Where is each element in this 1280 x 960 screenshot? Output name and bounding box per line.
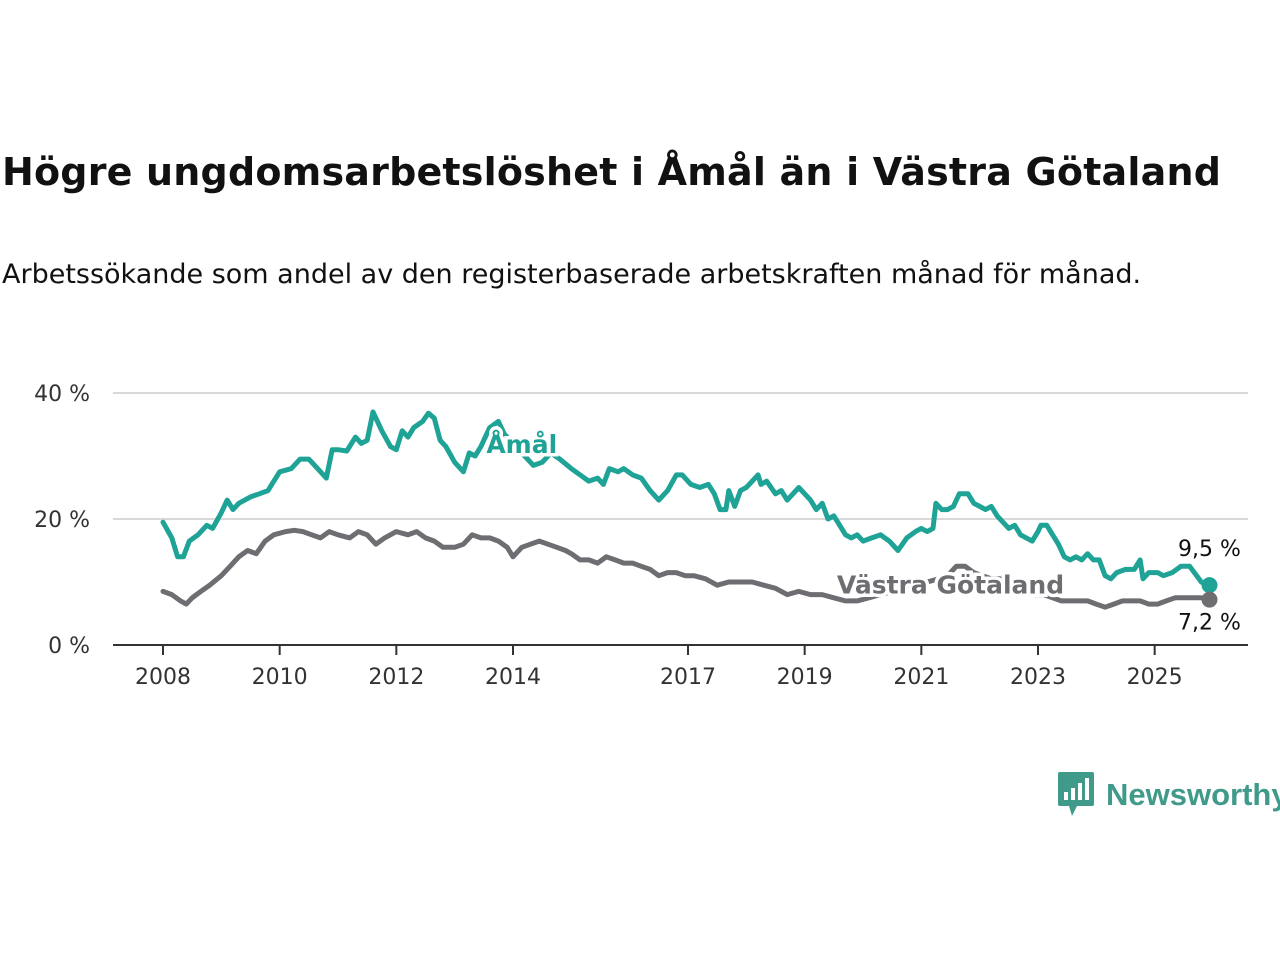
series-end-label: 9,5 % bbox=[1178, 537, 1241, 562]
x-tick-label: 2019 bbox=[777, 665, 833, 690]
brand-name: Newsworthy bbox=[1106, 777, 1280, 812]
series-name-label: Åmål bbox=[486, 430, 557, 459]
series-end-dot bbox=[1201, 591, 1218, 608]
series-name-label: Västra Götaland bbox=[837, 570, 1064, 599]
series-lines bbox=[160, 409, 1218, 610]
x-tick-label: 2023 bbox=[1010, 665, 1066, 690]
y-tick-label: 20 % bbox=[34, 508, 90, 533]
series-end-label: 7,2 % bbox=[1178, 611, 1241, 636]
x-tick-label: 2012 bbox=[368, 665, 424, 690]
newsworthy-chart-icon bbox=[1058, 772, 1094, 816]
x-tick-label: 2010 bbox=[252, 665, 308, 690]
series-end-dot bbox=[1201, 577, 1218, 594]
axes: 0 % 20 % 40 % 2008 2010 2012 2014 2017 2019 2021 2… bbox=[34, 382, 1248, 690]
chart-subtitle: Arbetssökande som andel av den registerb… bbox=[2, 259, 1142, 290]
y-tick-label: 40 % bbox=[34, 382, 90, 407]
series-labels: 9,5 % Åmål 7,2 % Västra Götaland bbox=[483, 426, 1244, 638]
x-tick-label: 2021 bbox=[893, 665, 949, 690]
gridlines bbox=[113, 392, 1248, 520]
x-tick-label: 2008 bbox=[135, 665, 191, 690]
newsworthy-logo: Newsworthy bbox=[1058, 772, 1280, 818]
series-line-1 bbox=[160, 527, 1212, 610]
x-tick-label: 2014 bbox=[485, 665, 541, 690]
line-chart: 0 % 20 % 40 % 2008 2010 2012 2014 2017 2019 2021 2… bbox=[34, 382, 1248, 690]
chart-title: Högre ungdomsarbetslöshet i Åmål än i Vä… bbox=[2, 150, 1222, 194]
y-tick-label: 0 % bbox=[48, 634, 90, 659]
series-line-0 bbox=[160, 409, 1212, 588]
x-tick-label: 2017 bbox=[660, 665, 716, 690]
x-tick-label: 2025 bbox=[1127, 665, 1183, 690]
